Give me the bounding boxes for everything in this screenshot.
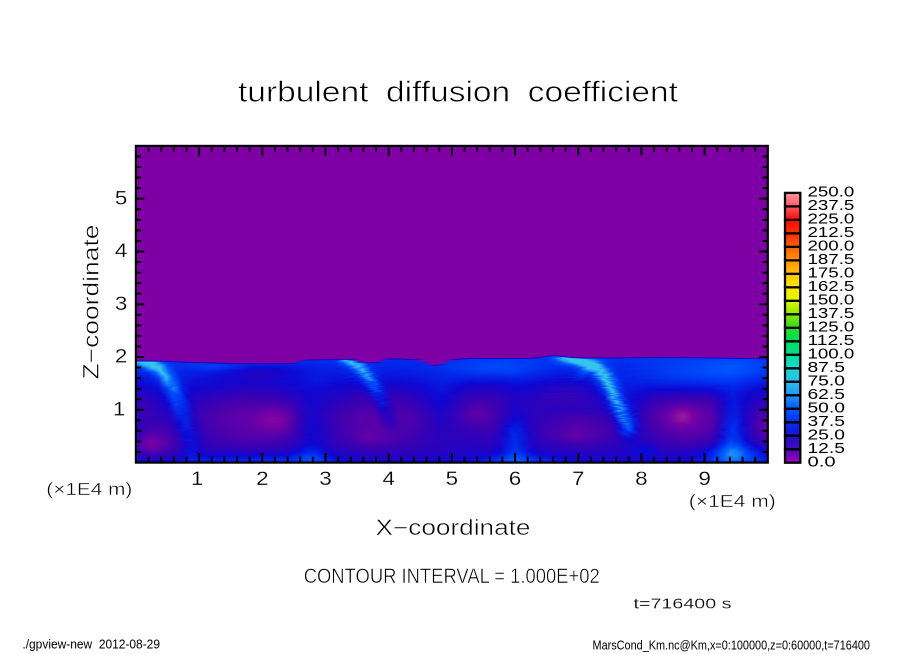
svg-text:250.0: 250.0 [808,184,855,201]
svg-text:t=716400 s: t=716400 s [634,596,732,613]
svg-text:MarsCond_Km.nc@Km,x=0:100000,z: MarsCond_Km.nc@Km,x=0:100000,z=0:60000,t… [593,638,871,652]
svg-text:3: 3 [319,468,331,489]
svg-text:37.5: 37.5 [808,413,845,430]
svg-text:87.5: 87.5 [808,359,845,376]
svg-text:137.5: 137.5 [808,305,855,322]
svg-text:turbulent diffusion coefficien: turbulent diffusion coefficient [238,76,678,108]
svg-text:162.5: 162.5 [808,278,855,295]
svg-text:./gpview-new 2012-08-29: ./gpview-new 2012-08-29 [22,638,160,652]
svg-text:6: 6 [509,468,521,489]
svg-text:125.0: 125.0 [808,319,855,336]
svg-text:Z−coordinate: Z−coordinate [79,225,104,380]
svg-text:3: 3 [115,293,127,314]
svg-text:112.5: 112.5 [808,332,855,349]
svg-text:50.0: 50.0 [808,400,845,417]
svg-text:1: 1 [113,399,125,420]
svg-text:4: 4 [382,468,394,489]
svg-text:1: 1 [191,468,203,489]
svg-text:200.0: 200.0 [808,238,855,255]
svg-text:62.5: 62.5 [808,386,845,403]
svg-text:4: 4 [115,241,127,262]
svg-text:175.0: 175.0 [808,265,855,282]
svg-text:75.0: 75.0 [808,373,845,390]
svg-text:(×1E4 m): (×1E4 m) [689,491,776,511]
svg-text:2: 2 [256,468,268,489]
svg-text:5: 5 [115,188,127,209]
svg-text:0.0: 0.0 [808,454,836,471]
svg-text:12.5: 12.5 [808,440,845,457]
svg-text:237.5: 237.5 [808,197,855,214]
svg-text:8: 8 [635,468,647,489]
svg-text:9: 9 [698,468,710,489]
svg-text:225.0: 225.0 [808,211,855,228]
svg-text:150.0: 150.0 [808,292,855,309]
svg-text:187.5: 187.5 [808,251,855,268]
svg-text:212.5: 212.5 [808,224,855,241]
svg-text:7: 7 [572,468,584,489]
svg-text:5: 5 [446,468,458,489]
svg-text:25.0: 25.0 [808,427,845,444]
svg-text:(×1E4 m): (×1E4 m) [46,479,132,499]
svg-text:2: 2 [115,346,127,367]
svg-text:CONTOUR INTERVAL = 1.000E+02: CONTOUR INTERVAL = 1.000E+02 [304,565,600,588]
svg-text:100.0: 100.0 [808,346,855,363]
svg-text:X−coordinate: X−coordinate [376,515,531,540]
